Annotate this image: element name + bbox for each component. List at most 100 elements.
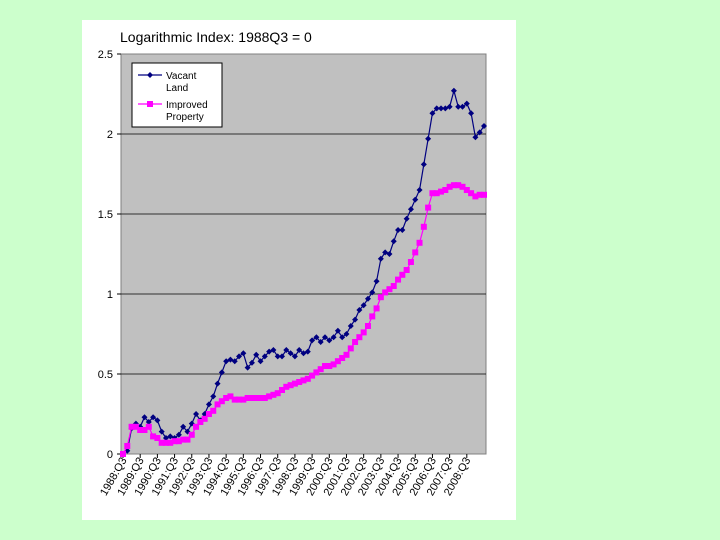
data-point-improved-property: [218, 398, 225, 405]
chart-svg: Logarithmic Index: 1988Q3 = 0 0 0.5 1 1.5 2 2…: [98, 29, 487, 498]
data-point-vacant-land: [304, 348, 311, 355]
data-point-vacant-land: [352, 316, 359, 323]
data-point-improved-property: [231, 396, 238, 403]
data-point-vacant-land: [395, 227, 402, 233]
series-markers-vacant-land: [120, 87, 487, 457]
data-point-improved-property: [395, 276, 402, 283]
data-point-improved-property: [390, 283, 397, 289]
data-point-improved-property: [128, 423, 135, 430]
chart-title: Logarithmic Index: 1988Q3 = 0: [120, 29, 312, 45]
data-point-vacant-land: [416, 187, 423, 193]
data-point-vacant-land: [459, 103, 466, 110]
data-point-improved-property: [304, 375, 311, 382]
data-point-vacant-land: [175, 431, 182, 438]
data-point-vacant-land: [364, 295, 371, 302]
data-point-improved-property: [291, 380, 298, 387]
data-point-vacant-land: [347, 323, 354, 329]
data-point-improved-property: [248, 395, 255, 401]
data-point-improved-property: [124, 443, 131, 449]
data-point-vacant-land: [481, 123, 487, 129]
data-point-improved-property: [309, 372, 316, 379]
data-point-improved-property: [433, 190, 440, 197]
legend: Vacant Land Improved Property: [131, 62, 223, 128]
data-point-vacant-land: [257, 358, 264, 365]
data-point-vacant-land: [274, 353, 281, 360]
data-point-improved-property: [459, 183, 466, 190]
y-tick-label: 2.5: [98, 49, 113, 61]
data-point-improved-property: [442, 187, 449, 193]
data-point-improved-property: [317, 366, 324, 373]
data-point-improved-property: [188, 431, 195, 438]
data-point-vacant-land: [386, 251, 393, 257]
data-point-improved-property: [197, 419, 204, 425]
data-point-vacant-land: [154, 417, 161, 424]
x-axis: 1988:Q31989:Q31990:Q31991:Q31992:Q31993:…: [98, 454, 473, 498]
data-point-vacant-land: [343, 331, 350, 337]
data-point-improved-property: [446, 183, 453, 190]
data-point-vacant-land: [218, 369, 225, 376]
data-point-improved-property: [283, 383, 290, 390]
data-point-vacant-land: [283, 347, 290, 353]
data-point-improved-property: [339, 355, 346, 361]
data-point-improved-property: [321, 363, 328, 369]
data-point-improved-property: [468, 190, 475, 197]
data-point-vacant-land: [162, 435, 169, 441]
y-tick-label: 1: [107, 289, 113, 301]
data-point-improved-property: [137, 427, 144, 433]
y-tick-label: 0: [107, 449, 113, 461]
data-point-vacant-land: [412, 196, 419, 203]
data-point-improved-property: [145, 423, 152, 430]
data-point-vacant-land: [248, 359, 255, 366]
data-point-improved-property: [352, 339, 359, 345]
data-point-vacant-land: [450, 87, 457, 94]
data-point-improved-property: [167, 439, 174, 446]
data-point-vacant-land: [463, 100, 470, 107]
data-point-vacant-land: [425, 135, 432, 142]
data-point-vacant-land: [291, 353, 298, 360]
data-point-improved-property: [360, 329, 367, 336]
data-point-vacant-land: [420, 161, 427, 168]
data-point-improved-property: [300, 377, 307, 384]
data-point-vacant-land: [472, 134, 479, 141]
data-point-vacant-land: [205, 401, 212, 408]
data-point-improved-property: [162, 439, 169, 446]
data-point-vacant-land: [468, 110, 475, 117]
grid-lines: [121, 133, 486, 375]
data-point-vacant-land: [296, 347, 303, 353]
data-point-improved-property: [476, 191, 483, 198]
data-point-vacant-land: [438, 105, 445, 112]
data-point-vacant-land: [180, 423, 187, 430]
y-axis: 0 0.5 1 1.5 2 2.5: [98, 49, 121, 461]
data-point-improved-property: [472, 193, 479, 200]
data-point-vacant-land: [446, 103, 453, 110]
data-point-vacant-land: [287, 350, 294, 357]
data-point-improved-property: [180, 436, 187, 443]
data-point-improved-property: [175, 438, 182, 445]
data-point-vacant-land: [244, 364, 251, 371]
y-tick-label: 2: [107, 129, 113, 141]
data-point-vacant-land: [373, 278, 380, 285]
data-point-improved-property: [313, 369, 320, 376]
data-point-improved-property: [326, 363, 333, 369]
y-tick-label: 1.5: [98, 209, 113, 221]
data-point-improved-property: [266, 393, 273, 400]
data-point-improved-property: [429, 190, 436, 197]
legend-marker: [147, 101, 153, 107]
data-point-vacant-land: [141, 414, 148, 421]
data-point-improved-property: [210, 407, 217, 414]
data-point-vacant-land: [369, 289, 376, 296]
data-point-improved-property: [412, 249, 419, 256]
data-point-vacant-land: [334, 327, 341, 334]
data-point-improved-property: [214, 401, 221, 408]
data-point-improved-property: [236, 396, 243, 403]
data-point-improved-property: [399, 271, 406, 278]
data-point-vacant-land: [313, 334, 320, 341]
data-point-vacant-land: [356, 307, 363, 313]
data-point-improved-property: [253, 395, 260, 401]
data-point-improved-property: [270, 391, 277, 398]
data-point-improved-property: [364, 323, 371, 329]
data-point-vacant-land: [261, 353, 268, 360]
data-point-improved-property: [377, 294, 384, 301]
data-point-improved-property: [330, 361, 337, 368]
data-point-vacant-land: [253, 351, 260, 358]
